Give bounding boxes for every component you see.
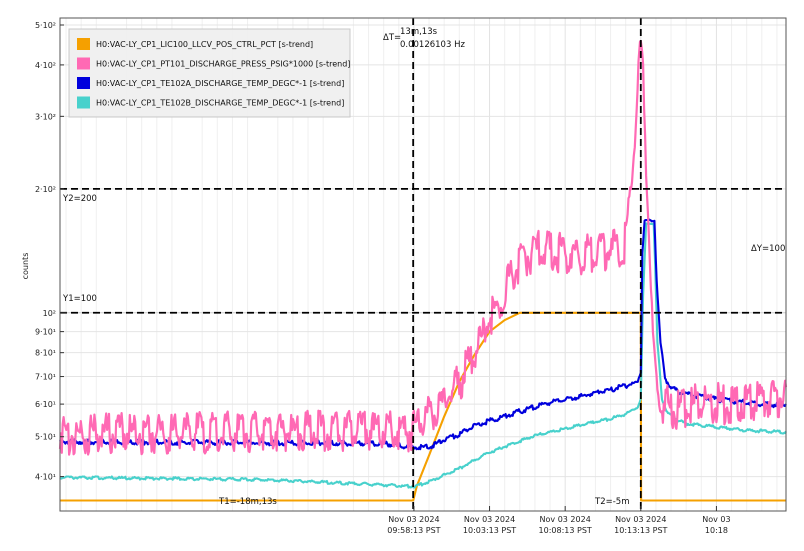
delta-t-symbol: ΔT= (383, 33, 401, 43)
cursor-annotations: ΔT= 13m,13s 0.00126103 Hz ΔY=100 Y2=200 … (62, 27, 785, 507)
legend-entry-label: H0:VAC-LY_CP1_LIC100_LLCV_POS_CTRL_PCT [… (96, 40, 313, 49)
series-layer (58, 39, 788, 502)
delta-t-value: 13m,13s (400, 27, 438, 37)
y-tick-label: 5·10¹ (35, 433, 56, 442)
legend: H0:VAC-LY_CP1_LIC100_LLCV_POS_CTRL_PCT [… (68, 28, 351, 118)
delta-y-label: ΔY=100 (751, 244, 785, 254)
y1-cursor-label: Y1=100 (62, 294, 97, 304)
t2-cursor-label: T2=-5m (594, 497, 629, 507)
y-axis-label: counts (21, 253, 30, 280)
legend-swatch (77, 38, 90, 50)
y-tick-label: 4·10¹ (35, 473, 56, 482)
y-tick-label: 10² (43, 309, 56, 318)
legend-swatch (77, 57, 90, 70)
delta-t-frequency: 0.00126103 Hz (400, 40, 465, 50)
legend-entry-label: H0:VAC-LY_CP1_TE102A_DISCHARGE_TEMP_DEGC… (96, 79, 344, 88)
y2-cursor-label: Y2=200 (62, 194, 97, 204)
x-tick-label-time: 10:03:13 PST (463, 526, 516, 535)
plot-frame (59, 17, 787, 512)
x-tick-label-time: 10:08:13 PST (539, 526, 592, 535)
t1-cursor-label: T1=-18m,13s (218, 497, 277, 507)
series-line-1 (58, 39, 788, 456)
axes: Nov 03 2024 09:58:13 PST Nov 03 2024 10:03:… (35, 21, 731, 535)
y-tick-label: 4·10² (35, 61, 56, 70)
x-tick-label-date: Nov 03 2024 (464, 515, 515, 524)
legend-entry-label: H0:VAC-LY_CP1_TE102B_DISCHARGE_TEMP_DEGC… (96, 99, 344, 108)
y-tick-label: 6·10¹ (35, 400, 56, 409)
y-tick-label: 9·10¹ (35, 328, 56, 337)
x-tick-label-time: 09:58:13 PST (387, 526, 440, 535)
y-tick-label: 5·10² (35, 21, 56, 30)
x-tick-label-time: 10:18 (705, 526, 728, 535)
x-tick-label-date: Nov 03 2024 (540, 515, 591, 524)
y-tick-label: 8·10¹ (35, 349, 56, 358)
y-tick-label: 3·10² (35, 112, 56, 121)
cursor-layer (60, 18, 786, 511)
x-tick-label-date: Nov 03 (702, 515, 730, 524)
legend-swatch (77, 77, 90, 89)
series-line-2 (59, 218, 787, 451)
legend-swatch (77, 96, 90, 109)
x-tick-label-date: Nov 03 2024 (388, 515, 439, 524)
x-tick-label-time: 10:13:13 PST (614, 526, 667, 535)
y-tick-label: 7·10¹ (35, 373, 56, 382)
legend-box (68, 28, 351, 118)
x-tick-label-date: Nov 03 2024 (615, 515, 666, 524)
legend-entry-label: H0:VAC-LY_CP1_PT101_DISCHARGE_PRESS_PSIG… (96, 60, 350, 69)
y-tick-label: 2·10² (35, 185, 56, 194)
